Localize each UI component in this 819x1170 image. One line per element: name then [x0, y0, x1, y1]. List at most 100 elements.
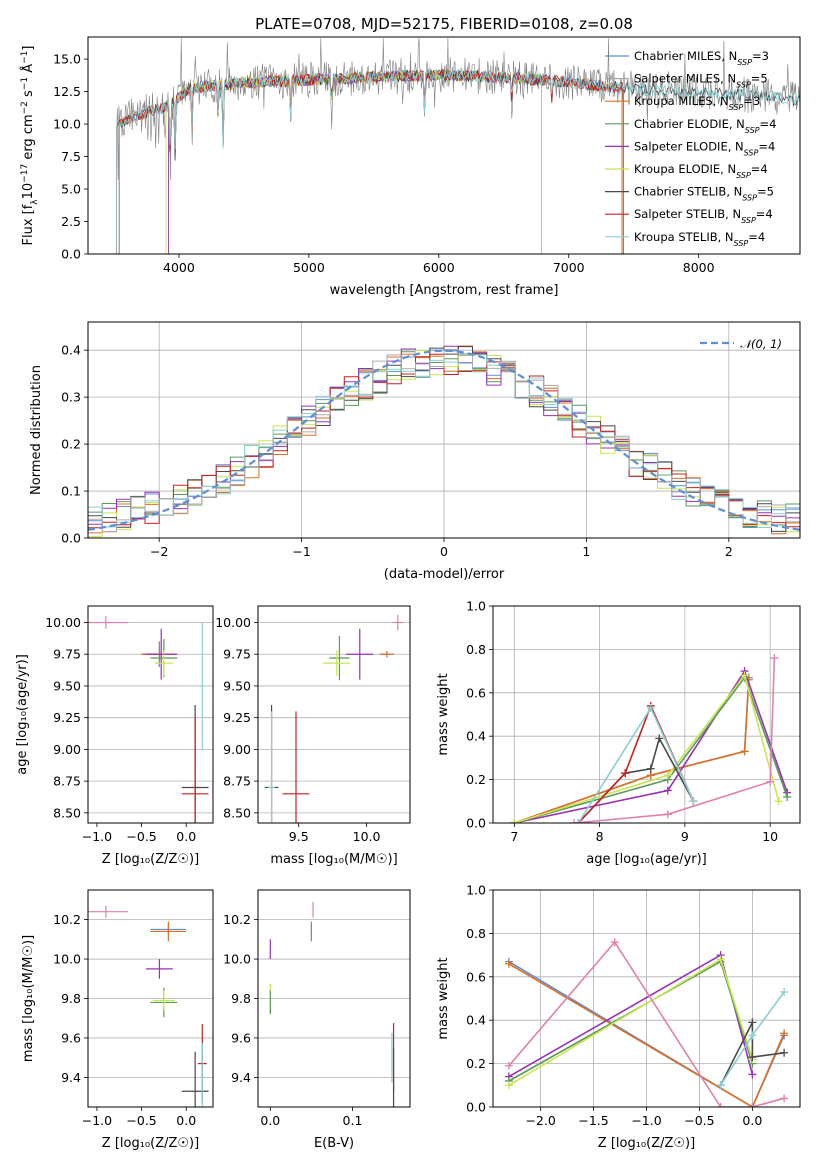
y-tick-label: 9.50 [53, 678, 81, 693]
y-axis-label-part: −1 [20, 77, 30, 90]
y-axis-label: mass weight [436, 957, 451, 1039]
weight-series-line [573, 658, 776, 823]
legend-label: Kroupa MILES, NSSP=3 [634, 94, 760, 112]
weight-point-marker [748, 1103, 757, 1107]
y-tick-label: 0.2 [466, 772, 486, 787]
legend-text: Kroupa MILES, N [634, 94, 729, 108]
weight-point-marker [766, 777, 775, 786]
weight-series-line [508, 940, 785, 1107]
weight-point-marker [748, 1053, 757, 1062]
x-tick-label: 0 [440, 544, 448, 559]
y-tick-label: 10.2 [223, 912, 251, 927]
plot-area [88, 616, 209, 823]
y-tick-label: 1.0 [466, 599, 486, 614]
chart-weight_vs_Z: −2.0 −1.5 −1.0 −0.5 0.0 0.0 0.2 0.4 0.6 0.8 1.0 Z [… [436, 883, 801, 1151]
axes-frame [87, 36, 801, 255]
weight-point-marker [748, 1031, 757, 1040]
plot-area [269, 901, 395, 1107]
axes-frame [257, 889, 411, 1108]
y-tick-label: 9.8 [231, 991, 251, 1006]
y-tick-label: 2.5 [61, 214, 81, 229]
legend-sub: SSP [736, 80, 751, 89]
y-axis-label-part: 10 [21, 183, 36, 200]
y-tick-label: 0.1 [61, 484, 81, 499]
weight-point-marker [740, 747, 749, 756]
axes-frame [87, 605, 214, 824]
y-tick-label: 0.0 [61, 247, 81, 262]
x-tick-label: 0.0 [742, 1113, 762, 1128]
chart-mass_vs_Z: −1.0 −0.5 0.0 9.4 9.6 9.8 10.0 10.2 Z [log₁₀(Z/Z… [21, 889, 214, 1151]
x-tick-label: 7 [510, 829, 518, 844]
x-tick-label: −0.5 [126, 829, 156, 844]
x-tick-label: 8 [596, 829, 604, 844]
y-axis-label: age [log₁₀(age/yr)] [15, 654, 30, 775]
weight-series-line [508, 963, 785, 1107]
y-tick-label: 0.8 [466, 926, 486, 941]
x-tick-label: 10 [762, 829, 778, 844]
weight-point-marker [716, 955, 725, 964]
plot-area [88, 905, 209, 1107]
y-tick-label: 10.2 [53, 912, 81, 927]
y-axis-label-part: Flux [f [21, 204, 36, 245]
weight-point-marker [504, 959, 513, 968]
y-tick-label: 0.6 [466, 685, 486, 700]
y-tick-label: 0.4 [466, 729, 486, 744]
legend-value: =4 [748, 230, 765, 244]
legend-value: =4 [760, 117, 777, 131]
plot-area [504, 938, 789, 1107]
axes-frame [492, 605, 801, 824]
weight-point-marker [716, 1081, 725, 1090]
y-tick-label: 8.75 [223, 774, 251, 789]
weight-point-marker [770, 654, 779, 663]
weight-point-marker [663, 810, 672, 819]
weight-point-marker [504, 1061, 513, 1070]
y-tick-label: 15.0 [53, 52, 81, 67]
weight-series-line [719, 1022, 785, 1086]
legend-value: =5 [751, 72, 768, 86]
weight-point-marker [504, 1081, 513, 1090]
weight-point-marker [510, 819, 519, 823]
legend-value: =3 [743, 94, 760, 108]
y-tick-label: 5.0 [61, 182, 81, 197]
plot-area [264, 614, 404, 823]
weight-series-line [514, 679, 750, 823]
x-tick-label: 10.0 [353, 829, 381, 844]
axes-frame [492, 889, 801, 1108]
legend-label: Kroupa STELIB, NSSP=4 [634, 230, 765, 248]
y-tick-label: 8.50 [53, 805, 81, 820]
weight-point-marker [663, 786, 672, 795]
axes-frame [257, 605, 411, 824]
y-tick-label: 0.0 [466, 1100, 486, 1115]
y-tick-label: 0.0 [466, 816, 486, 831]
legend-label: Salpeter ELODIE, NSSP=4 [634, 139, 775, 157]
y-tick-label: 8.50 [223, 805, 251, 820]
legend-value: =4 [758, 139, 775, 153]
weight-point-marker [610, 938, 619, 947]
x-tick-label: 6000 [423, 260, 455, 275]
y-tick-label: 9.00 [223, 742, 251, 757]
legend-value: =4 [751, 162, 768, 176]
x-tick-label: 1 [582, 544, 590, 559]
x-axis-label: wavelength [Angstrom, rest frame] [330, 283, 559, 298]
y-tick-label: 0.8 [466, 642, 486, 657]
weight-point-marker [748, 1070, 757, 1079]
weight-point-marker [646, 703, 655, 712]
weight-point-marker [780, 987, 789, 996]
y-tick-label: 10.0 [223, 952, 251, 967]
x-tick-label: −2.0 [525, 1113, 555, 1128]
weight-point-marker [780, 1029, 789, 1038]
weight-point-marker [574, 819, 583, 823]
legend-sub: SSP [736, 171, 751, 180]
legend-sub: SSP [745, 125, 760, 134]
y-tick-label: 0.4 [61, 343, 81, 358]
y-tick-label: 9.6 [61, 1030, 81, 1045]
x-tick-label: 9 [681, 829, 689, 844]
x-tick-label: 8000 [683, 260, 715, 275]
legend-text: Kroupa STELIB, N [634, 230, 734, 244]
y-axis-label-part: −17 [20, 164, 30, 183]
y-tick-label: 9.4 [61, 1070, 81, 1085]
legend-label: Chabrier STELIB, NSSP=5 [634, 185, 774, 203]
weight-point-marker [780, 1048, 789, 1057]
y-tick-label: 8.75 [53, 774, 81, 789]
